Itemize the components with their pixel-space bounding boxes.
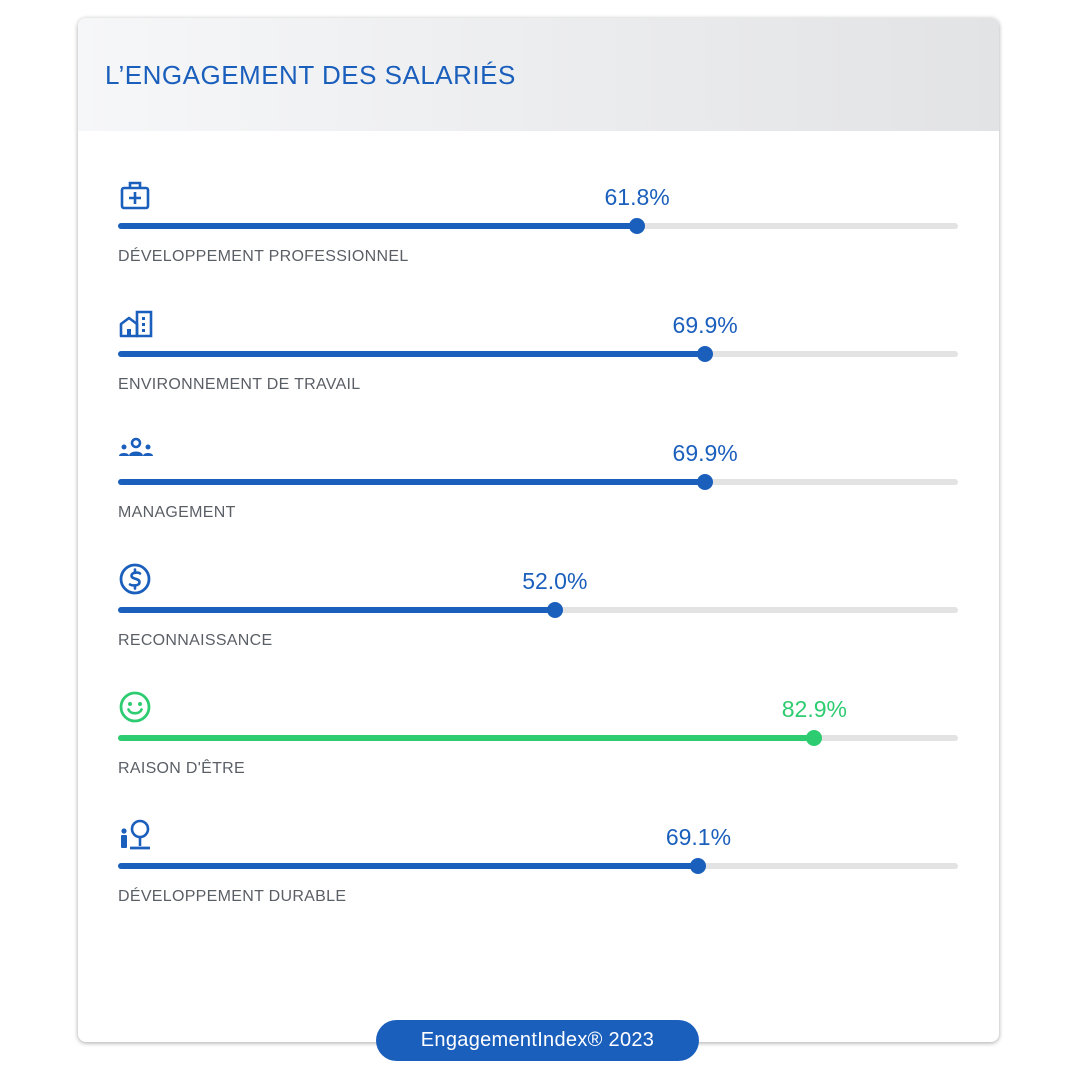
- metric-value: 69.9%: [672, 440, 738, 466]
- team-icon: [118, 434, 154, 470]
- bar-track: [118, 223, 958, 229]
- metric-row-environnement-de-travail: 69.9% ENVIRONNEMENT DE TRAVAIL: [118, 306, 958, 406]
- bar-fill: [118, 735, 815, 741]
- bar-knob: [690, 858, 707, 874]
- bar-track: [118, 479, 958, 485]
- metric-label: MANAGEMENT: [118, 504, 236, 521]
- bar-fill: [118, 479, 706, 485]
- metric-row-raison-d-etre: 82.9% RAISON D'ÊTRE: [118, 690, 958, 790]
- metric-label: RECONNAISSANCE: [118, 632, 273, 649]
- bar-fill: [118, 863, 699, 869]
- metric-value: 69.9%: [672, 312, 738, 338]
- smiley-icon: [118, 690, 154, 726]
- metric-value: 52.0%: [522, 568, 588, 594]
- bar-track: [118, 735, 958, 741]
- metric-label: DÉVELOPPEMENT DURABLE: [118, 888, 347, 905]
- person-tree-icon: [118, 818, 154, 854]
- metric-label: DÉVELOPPEMENT PROFESSIONNEL: [118, 248, 409, 265]
- metric-row-reconnaissance: 52.0% RECONNAISSANCE: [118, 562, 958, 662]
- bar-knob: [697, 346, 714, 362]
- dollar-coin-icon: [118, 562, 154, 598]
- metric-value: 61.8%: [604, 184, 670, 210]
- footer-badge: EngagementIndex® 2023: [376, 1020, 699, 1061]
- metrics-chart: 61.8% DÉVELOPPEMENT PROFESSIONNEL 69.9%: [78, 18, 999, 1042]
- metric-row-developpement-durable: 69.1% DÉVELOPPEMENT DURABLE: [118, 818, 958, 918]
- bar-track: [118, 607, 958, 613]
- metric-value: 82.9%: [781, 696, 847, 722]
- medical-kit-icon: [118, 178, 154, 214]
- metric-label: RAISON D'ÊTRE: [118, 760, 245, 777]
- bar-knob: [629, 218, 646, 234]
- engagement-card: L’ENGAGEMENT DES SALARIÉS 61.8% DÉVELOPP…: [78, 18, 999, 1061]
- metric-row-developpement-professionnel: 61.8% DÉVELOPPEMENT PROFESSIONNEL: [118, 178, 958, 278]
- metric-value: 69.1%: [665, 824, 732, 850]
- metric-row-management: 69.9% MANAGEMENT: [118, 434, 958, 534]
- card-title: L’ENGAGEMENT DES SALARIÉS: [105, 60, 516, 90]
- office-buildings-icon: [118, 306, 154, 342]
- bar-track: [118, 351, 958, 357]
- bar-fill: [118, 351, 706, 357]
- bar-knob: [697, 474, 714, 490]
- bar-knob: [806, 730, 823, 746]
- bar-fill: [118, 223, 638, 229]
- bar-fill: [118, 607, 555, 613]
- metric-label: ENVIRONNEMENT DE TRAVAIL: [118, 376, 361, 393]
- bar-knob: [546, 602, 563, 618]
- card-header: L’ENGAGEMENT DES SALARIÉS: [78, 18, 999, 131]
- bar-track: [118, 863, 958, 869]
